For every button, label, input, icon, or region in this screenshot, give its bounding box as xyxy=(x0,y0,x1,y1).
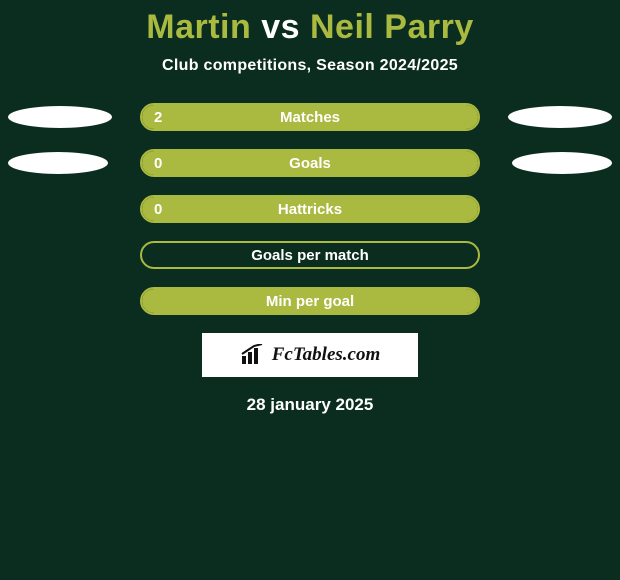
stat-pill: 2 Matches xyxy=(140,103,480,131)
comparison-card: Martin vs Neil Parry Club competitions, … xyxy=(0,0,620,580)
stat-value-left: 0 xyxy=(154,151,162,175)
title-player1: Martin xyxy=(146,8,251,46)
page-title: Martin vs Neil Parry xyxy=(0,0,620,47)
subtitle: Club competitions, Season 2024/2025 xyxy=(0,57,620,75)
pill-fill xyxy=(142,289,478,313)
stat-row: Min per goal xyxy=(0,287,620,315)
stat-pill: Goals per match xyxy=(140,241,480,269)
stats-block: 2 Matches 0 Goals 0 Hattricks xyxy=(0,103,620,315)
stat-pill: Min per goal xyxy=(140,287,480,315)
title-player2: Neil Parry xyxy=(310,8,474,46)
pill-fill xyxy=(142,151,478,175)
stat-row: 2 Matches xyxy=(0,103,620,131)
stat-pill: 0 Goals xyxy=(140,149,480,177)
right-ellipse xyxy=(508,106,612,128)
stat-label: Goals per match xyxy=(142,243,478,267)
stat-pill: 0 Hattricks xyxy=(140,195,480,223)
date-label: 28 january 2025 xyxy=(0,395,620,415)
title-vs: vs xyxy=(261,8,300,46)
left-ellipse xyxy=(8,152,108,174)
stat-row: 0 Goals xyxy=(0,149,620,177)
right-ellipse xyxy=(512,152,612,174)
left-ellipse xyxy=(8,106,112,128)
logo-box: FcTables.com xyxy=(202,333,418,377)
stat-value-left: 0 xyxy=(154,197,162,221)
logo-text: FcTables.com xyxy=(272,344,381,366)
pill-fill xyxy=(142,105,478,129)
stat-row: 0 Hattricks xyxy=(0,195,620,223)
pill-fill xyxy=(142,197,478,221)
stat-value-left: 2 xyxy=(154,105,162,129)
barchart-icon xyxy=(240,344,266,366)
stat-row: Goals per match xyxy=(0,241,620,269)
